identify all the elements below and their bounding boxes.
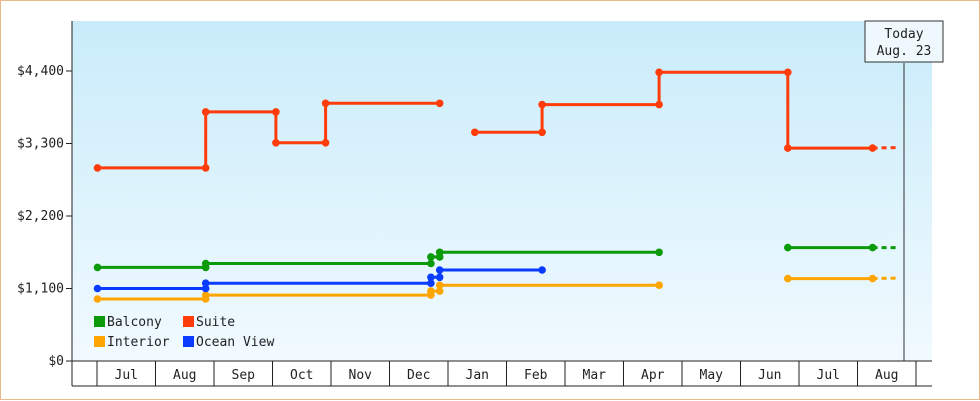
legend-label: Interior [107,335,170,350]
series-point[interactable] [201,108,210,116]
series-balcony [93,243,899,272]
series-point[interactable] [435,281,444,290]
x-tick-label: Jun [758,368,781,383]
series-point[interactable] [321,139,330,147]
y-tick-label: $4,400 [17,64,64,79]
series-point[interactable] [538,100,546,109]
today-box [864,20,944,63]
plot-background [72,21,932,361]
series-point[interactable] [93,284,102,293]
series-point[interactable] [538,266,546,274]
y-tick-label: $3,300 [17,137,64,152]
x-tick-label: Sep [232,368,256,383]
x-tick-label: Dec [407,368,430,383]
legend-item-balcony[interactable]: Balcony [94,315,162,330]
series-line [474,70,873,150]
series-point[interactable] [784,243,792,252]
series-line [97,101,440,170]
legend-swatch [183,316,194,327]
series-point[interactable] [201,259,210,268]
x-tick-label: Mar [583,368,607,383]
x-tick-label: Nov [349,368,373,383]
x-tick-label: Aug [875,368,898,383]
series-point[interactable] [93,263,102,272]
series-point[interactable] [655,248,663,257]
x-tick-label: May [700,368,724,383]
series-point[interactable] [784,144,792,152]
series-point[interactable] [93,164,102,172]
series-projection [872,276,899,281]
series-point[interactable] [435,248,444,257]
legend-item-interior[interactable]: Interior [94,335,170,350]
x-tick-label: Jan [466,368,489,383]
series-point[interactable] [435,99,444,108]
series-point[interactable] [427,259,435,268]
series-point[interactable] [538,128,546,137]
series-point[interactable] [784,68,792,77]
series-interior [93,274,899,303]
x-tick-label: Aug [173,368,196,383]
series-point[interactable] [93,295,102,303]
y-tick-label: $1,100 [17,282,64,297]
series-point[interactable] [427,287,435,295]
legend-label: Ocean View [196,335,274,350]
x-tick-label: Feb [524,368,548,383]
x-tick-label: Jul [817,368,840,383]
legend-label: Suite [196,315,235,330]
x-tick-label: Apr [641,368,665,383]
series-point[interactable] [471,128,479,137]
legend-label: Balcony [107,315,162,330]
series-point[interactable] [272,139,280,147]
legend-item-suite[interactable]: Suite [183,315,235,330]
series-point[interactable] [868,274,877,283]
series-point[interactable] [272,108,280,116]
series-point[interactable] [655,68,663,77]
series-point[interactable] [655,281,663,290]
series-point[interactable] [435,273,444,282]
series-projection [872,146,899,150]
legend-swatch [94,336,105,347]
series-point[interactable] [427,253,435,261]
series-point[interactable] [201,164,210,172]
today-label: Today [884,27,923,42]
series-point[interactable] [784,274,792,283]
series-point[interactable] [201,279,210,288]
legend-item-ocean-view[interactable]: Ocean View [183,335,274,350]
series-suite [93,68,899,172]
series-point[interactable] [427,279,435,288]
series-point[interactable] [201,284,210,293]
series-point[interactable] [435,287,444,295]
series-point[interactable] [655,100,663,109]
series-ocean-view [93,266,546,293]
series-point[interactable] [201,291,210,299]
y-tick-label: $0 [48,354,64,369]
legend-swatch [94,316,105,327]
series-point[interactable] [321,99,330,108]
series-point[interactable] [427,273,435,282]
x-tick-label: Jul [115,368,138,383]
y-tick-label: $2,200 [17,209,64,224]
legend-swatch [183,336,194,347]
series-point[interactable] [435,266,444,274]
today-date: Aug. 23 [877,44,932,59]
x-tick-label: Oct [290,368,313,383]
